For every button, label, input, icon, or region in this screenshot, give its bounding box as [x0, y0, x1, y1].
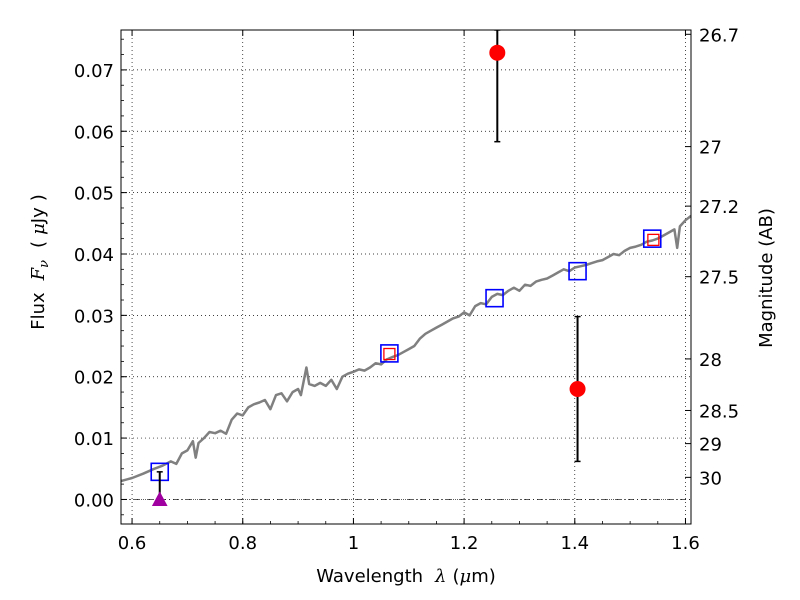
observed-data-point: [489, 44, 506, 61]
x-tick-label: 1: [348, 533, 359, 554]
y2-tick-label: 26.7: [699, 25, 739, 46]
x-tick-label: 0.6: [118, 533, 147, 554]
model-photometry-square: [568, 261, 587, 281]
y-tick-label: 0.05: [74, 184, 114, 205]
x-tick-label: 1.6: [671, 533, 700, 554]
y2-tick-label: 28: [699, 350, 722, 371]
y-tick-label: 0.06: [74, 122, 114, 143]
spectrum-line: [121, 214, 691, 483]
y-axis-label: FluxFν(μJy): [28, 194, 52, 330]
model-photometry-square: [642, 229, 662, 248]
axes-frame: [120, 29, 692, 525]
y-tick-label: 0.01: [74, 429, 114, 450]
y-tick-label: 0.04: [74, 245, 114, 266]
y2-tick-label: 28.5: [699, 401, 739, 422]
model-photometry-square: [485, 288, 504, 308]
y2-tick-label: 27.5: [699, 268, 739, 289]
y-tick-label: 0.00: [74, 490, 114, 511]
y2-axis-label: Magnitude (AB): [756, 208, 777, 348]
x-tick-label: 1.2: [450, 533, 479, 554]
x-axis-label: Wavelength λ (μm): [316, 566, 496, 587]
y-tick-label: 0.02: [74, 368, 114, 389]
y-tick-label: 0.03: [74, 306, 114, 327]
y2-tick-label: 30: [699, 468, 722, 489]
y-tick-label: 0.07: [74, 61, 114, 82]
plot-area: [121, 30, 691, 524]
y2-tick-label: 27.2: [699, 197, 739, 218]
model-photometry-square: [380, 344, 399, 363]
ticks: 0.6 0.8 1 1.2 1.4 1.6 0.00 0.01 0.02 0.03 0.04 0.05…: [74, 25, 739, 554]
x-tick-label: 0.8: [228, 533, 257, 554]
observed-data-point: [569, 380, 586, 397]
observed-square-marker: [647, 233, 660, 247]
x-tick-label: 1.4: [560, 533, 589, 554]
upper-limit-triangle: [151, 491, 168, 506]
y2-tick-label: 29: [699, 435, 722, 456]
observed-square-marker: [383, 347, 396, 361]
y2-tick-label: 27: [699, 138, 722, 159]
